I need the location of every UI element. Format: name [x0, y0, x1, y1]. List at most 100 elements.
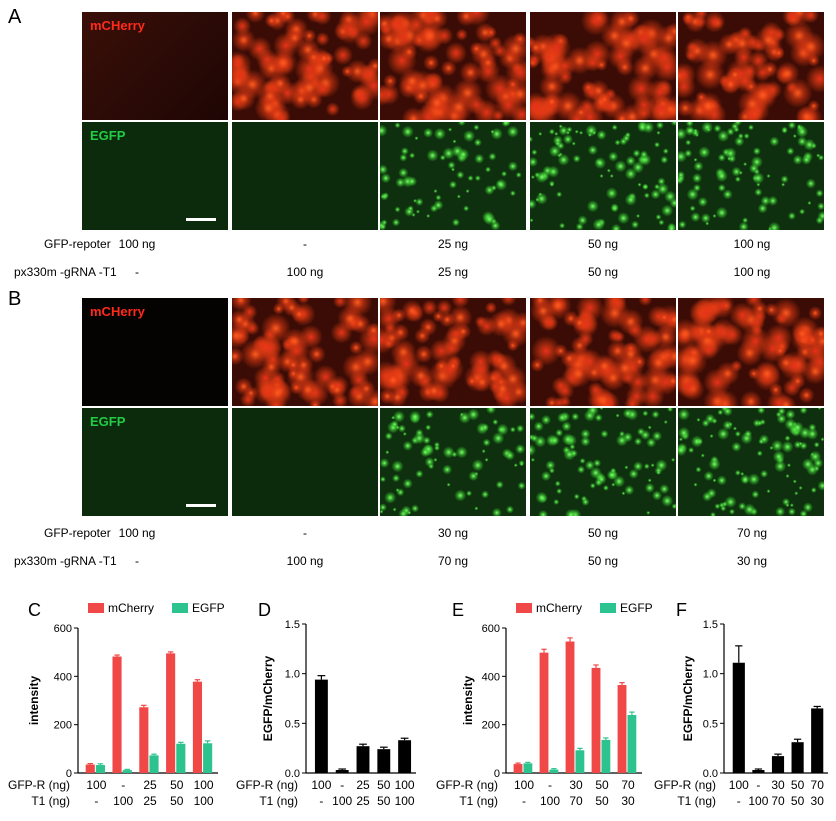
bar	[398, 740, 412, 773]
y-tick-label: 400	[482, 671, 500, 683]
micrograph-red	[232, 298, 378, 406]
scale-bar	[186, 218, 216, 221]
x-tick-label: 30	[771, 778, 785, 792]
row-label-t1: T1 (ng)	[459, 794, 498, 808]
egfp-channel-label: EGFP	[90, 128, 126, 143]
y-tick-label: 1.5	[703, 619, 718, 631]
x-tick-label: 100	[514, 778, 534, 792]
bar	[565, 641, 575, 773]
x-tick-label: 50	[791, 794, 805, 808]
x-tick-label: 100	[194, 778, 214, 792]
legend-label-mcherry: mCherry	[536, 601, 582, 615]
y-tick-label: 0	[494, 768, 500, 780]
bar	[192, 681, 202, 773]
y-tick-label: 1.0	[703, 669, 718, 681]
bar	[513, 764, 523, 773]
x-tick-label: 100	[311, 778, 331, 792]
condition-value: 100 ng	[118, 237, 156, 251]
legend-label-egfp: EGFP	[192, 601, 225, 615]
x-tick-label: 100	[86, 778, 106, 792]
bar	[122, 770, 132, 773]
x-tick-label: 100	[395, 794, 415, 808]
bar	[335, 770, 349, 773]
y-axis-label: intensity	[27, 676, 41, 726]
condition-value: 70 ng	[437, 554, 469, 568]
micrograph-red	[678, 298, 824, 406]
x-tick-label: 50	[377, 778, 391, 792]
y-tick-label: 600	[482, 623, 500, 635]
condition-value: 50 ng	[587, 526, 619, 540]
micrograph-red	[380, 298, 526, 406]
micrograph-red: mCHerry	[82, 298, 228, 406]
y-tick-label: 1.0	[285, 669, 300, 681]
legend-swatch-egfp	[172, 603, 188, 613]
y-tick-label: 600	[54, 623, 72, 635]
x-tick-label: 50	[170, 794, 184, 808]
bar-charts: C0200400600intensity100--100252550501001…	[8, 600, 828, 808]
micrograph-green: EGFP	[82, 408, 228, 516]
bar	[791, 742, 804, 773]
bar	[752, 770, 765, 773]
scale-bar	[186, 504, 216, 507]
panel-letter-a: A	[8, 6, 22, 28]
row-label-gfp: GFP-R (ng)	[236, 778, 298, 792]
bar	[176, 743, 186, 773]
bar	[591, 667, 601, 773]
condition-value: 25 ng	[437, 265, 469, 279]
bar	[203, 743, 213, 773]
row-label-t1: T1 (ng)	[31, 794, 70, 808]
micrograph-red	[678, 12, 824, 120]
y-axis-label: EGFP/mCherry	[261, 655, 275, 741]
micrograph-red	[530, 12, 676, 120]
micrograph-green	[380, 408, 526, 516]
bar	[149, 755, 159, 773]
condition-value: 25 ng	[437, 237, 469, 251]
micrograph-green	[232, 408, 378, 516]
micrograph-red	[530, 298, 676, 406]
y-axis-label: intensity	[461, 676, 475, 726]
y-axis-label: EGFP/mCherry	[681, 655, 695, 741]
condition-value: 50 ng	[587, 554, 619, 568]
y-tick-label: 1.5	[285, 619, 300, 631]
micrograph-red	[380, 12, 526, 120]
y-tick-label: 0.5	[703, 718, 718, 730]
x-tick-label: 50	[791, 778, 805, 792]
bar	[356, 746, 370, 773]
bar	[139, 707, 149, 773]
y-tick-label: 0.0	[703, 768, 718, 780]
micrograph-green	[678, 408, 824, 516]
mcherry-channel-label: mCHerry	[90, 304, 145, 319]
bar	[627, 715, 637, 773]
bar	[617, 685, 627, 773]
bar	[523, 763, 533, 773]
x-tick-label: 100	[748, 794, 768, 808]
x-tick-label: -	[737, 794, 741, 808]
x-tick-label: 100	[540, 794, 560, 808]
x-tick-label: 70	[569, 794, 583, 808]
x-tick-label: 25	[356, 778, 370, 792]
row-label-t1: T1 (ng)	[259, 794, 298, 808]
x-tick-label: 25	[143, 794, 157, 808]
condition-value: 50 ng	[587, 265, 619, 279]
bar	[811, 708, 824, 773]
condition-value: 100 ng	[118, 526, 156, 540]
x-tick-label: 100	[332, 794, 352, 808]
x-tick-label: 70	[621, 778, 635, 792]
x-tick-label: -	[548, 778, 552, 792]
micrograph-red: mCHerry	[82, 12, 228, 120]
x-tick-label: 25	[356, 794, 370, 808]
x-tick-label: 50	[595, 794, 609, 808]
panel-letter-b: B	[8, 288, 22, 310]
y-tick-label: 0.5	[285, 718, 300, 730]
panel-letter: E	[452, 600, 464, 620]
x-tick-label: -	[756, 778, 760, 792]
x-tick-label: 70	[771, 794, 785, 808]
x-tick-label: -	[121, 778, 125, 792]
x-tick-label: 100	[194, 794, 214, 808]
egfp-channel-label: EGFP	[90, 414, 126, 429]
legend-label-egfp: EGFP	[620, 601, 653, 615]
mcherry-channel-label: mCHerry	[90, 18, 145, 33]
y-tick-label: 200	[54, 720, 72, 732]
x-tick-label: 50	[595, 778, 609, 792]
condition-value: 100 ng	[286, 265, 324, 279]
